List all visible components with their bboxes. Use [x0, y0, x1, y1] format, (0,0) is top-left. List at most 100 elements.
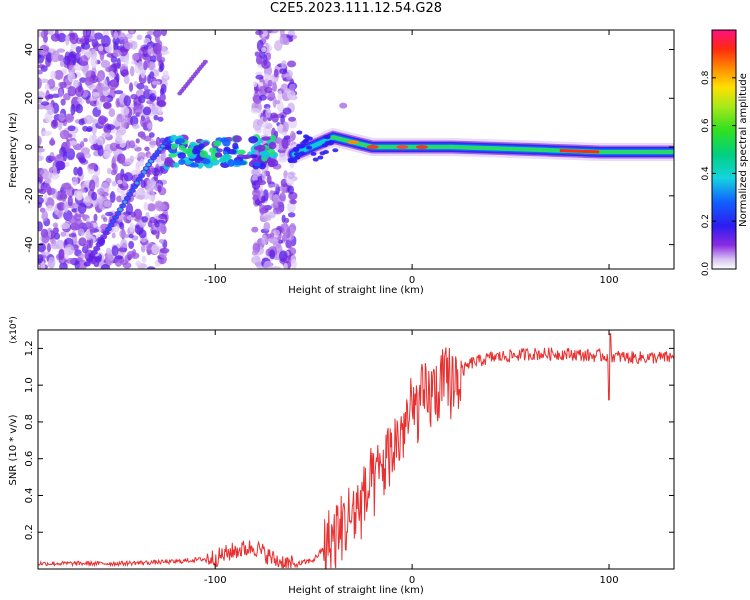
spectrogram-cell: [54, 232, 61, 240]
figure-title: C2E5.2023.111.12.54.G28: [269, 1, 443, 16]
spectrogram-cell: [120, 69, 129, 78]
spectrogram-cell: [258, 151, 269, 156]
colorbar-tick-label: 0.2: [701, 214, 711, 228]
spectrogram-cell: [75, 46, 82, 53]
spectrogram-cell: [95, 176, 100, 188]
spectrogram-cell: [310, 151, 317, 156]
spectrogram-cell: [98, 73, 104, 82]
spectrogram-cell: [273, 196, 278, 206]
spectrogram-cell: [261, 47, 267, 53]
spectrogram-cell: [97, 238, 105, 244]
spectrogram-cell: [103, 101, 112, 109]
spectrogram-cell: [289, 130, 295, 142]
spectrogram-cell: [144, 146, 150, 152]
spectrogram-cell: [278, 123, 284, 131]
spectrogram-cell: [137, 151, 146, 159]
spectrogram-cell: [48, 256, 56, 269]
spectrogram-cell: [76, 51, 81, 59]
spectrogram-cell: [84, 152, 92, 159]
spectrogram-cell: [123, 172, 134, 182]
spectrogram-cell: [111, 245, 119, 257]
spectrogram-cell: [114, 255, 124, 260]
spectrogram-cell: [185, 147, 195, 156]
spectrogram-y-tick-label: 20: [24, 92, 35, 105]
spectrogram-cell: [38, 95, 42, 104]
spectrogram-cell: [95, 242, 103, 248]
spectrogram-cell: [215, 152, 223, 158]
spectrogram-cell: [162, 70, 169, 80]
spectrogram-cell: [268, 141, 277, 150]
spectrogram-cell: [112, 36, 120, 46]
spectrogram-cell: [287, 157, 294, 162]
spectrogram-cell: [78, 237, 87, 247]
spectrogram-cell: [279, 30, 285, 36]
spectrogram-cell: [317, 155, 324, 160]
spectrogram-cell: [43, 193, 48, 203]
spectrogram-y-tick-label: -20: [24, 188, 35, 204]
spectrogram-cell: [273, 68, 279, 78]
spectrogram-cell: [55, 160, 65, 171]
spectrogram-cell: [136, 34, 143, 41]
spectrogram-cell: [157, 204, 168, 211]
spectrogram-cell: [116, 113, 125, 123]
spectrogram-cell: [268, 236, 279, 244]
spectrogram-cell: [143, 85, 149, 91]
spectrogram-cell: [177, 152, 186, 159]
spectrogram-cell: [73, 79, 80, 88]
spectrogram-cell: [140, 244, 146, 253]
spectrogram-cell: [41, 210, 49, 222]
spectrogram-cell: [488, 146, 497, 151]
spectrogram-cell: [284, 88, 291, 94]
spectrogram-cell: [42, 130, 52, 136]
spectrogram-cell: [264, 86, 273, 94]
spectrogram-cell: [50, 70, 56, 80]
spectrogram-cell: [287, 185, 295, 195]
spectrogram-cell: [59, 146, 67, 157]
spectrogram-cell: [151, 80, 161, 86]
spectrogram-cell: [50, 155, 57, 161]
spectrogram-cell: [477, 145, 486, 150]
spectrogram-cell: [38, 221, 43, 232]
spectrogram-cell: [236, 149, 246, 155]
spectrogram-cell: [274, 40, 283, 52]
spectrogram-cell: [93, 32, 104, 40]
spectrogram-cell: [50, 50, 61, 63]
spectrogram-cell: [285, 227, 291, 239]
spectrogram-cell: [271, 266, 282, 269]
spectrogram-cell: [435, 145, 444, 150]
spectrogram-cell: [283, 135, 291, 140]
colorbar-tick-label: 0.6: [701, 118, 711, 133]
spectrogram-cell: [106, 227, 111, 231]
spectrogram-cell: [38, 30, 42, 38]
spectrogram-cell: [259, 204, 266, 215]
colorbar-ticks: 0.0 0.2 0.4 0.6 0.8: [701, 70, 736, 276]
spectrogram-cell: [156, 40, 163, 49]
spectrogram-cell: [136, 82, 145, 90]
spectrogram-cell: [147, 203, 156, 212]
spectrogram-cell: [149, 195, 155, 202]
spectrogram-cell: [141, 216, 149, 223]
spectrogram-cell: [232, 142, 239, 150]
spectrogram-cell: [67, 195, 73, 207]
spectrogram-cell: [286, 60, 297, 68]
spectrogram-cell: [261, 59, 271, 69]
spectrogram-cell: [261, 234, 268, 246]
spectrogram-cell: [251, 175, 258, 181]
spectrogram-cell: [518, 147, 527, 152]
spectrogram-cell: [209, 147, 217, 154]
spectrogram-cell: [494, 146, 503, 151]
spectrogram-cell: [38, 242, 46, 253]
spectrogram-cell: [43, 182, 51, 193]
spectrogram-cell: [123, 41, 133, 50]
spectrogram-cell: [471, 145, 480, 150]
spectrogram-cell: [124, 114, 129, 123]
spectrogram-cell: [248, 136, 259, 144]
spectrogram-cell: [99, 95, 106, 103]
spectrogram-y-tick-label: -40: [24, 236, 35, 252]
spectrogram-cell: [140, 133, 147, 140]
spectrogram-cell: [100, 60, 111, 69]
spectrogram-cell: [135, 260, 142, 267]
spectrogram-cell: [138, 94, 146, 104]
spectrogram-cell: [128, 240, 135, 250]
spectrogram-cell: [129, 115, 139, 127]
